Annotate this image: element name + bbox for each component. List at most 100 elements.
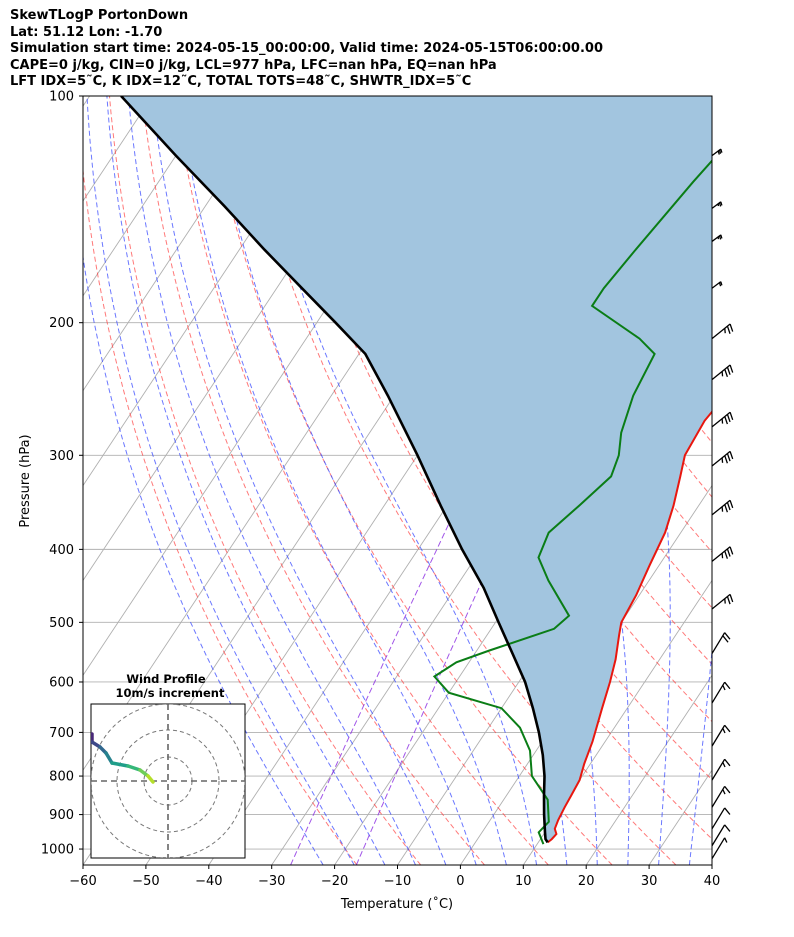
x-tick-label: 30 bbox=[641, 874, 658, 889]
isotherm-line bbox=[522, 579, 712, 865]
moist-adiabat bbox=[83, 253, 324, 865]
dewpoint-line bbox=[432, 159, 712, 845]
wind-barb bbox=[711, 837, 728, 860]
isotherm-line bbox=[83, 96, 279, 392]
indices-line-2: LFT IDX=5˜C, K IDX=12˜C, TOTAL TOTS=48˜C… bbox=[10, 74, 472, 89]
barb-flag bbox=[726, 548, 731, 557]
barb-flag bbox=[722, 684, 726, 691]
barb-flag bbox=[729, 451, 734, 460]
x-tick-label: −20 bbox=[321, 874, 348, 889]
barb-flag bbox=[722, 789, 726, 795]
barb-flag bbox=[724, 416, 728, 425]
y-tick-label: 800 bbox=[49, 770, 74, 785]
hodograph-segment bbox=[126, 764, 142, 772]
moist-adiabat bbox=[720, 96, 794, 865]
time-line: Simulation start time: 2024-05-15_00:00:… bbox=[10, 41, 603, 56]
barb-flag bbox=[722, 728, 726, 734]
y-axis-label: Pressure (hPa) bbox=[18, 434, 33, 527]
cape-shading bbox=[121, 96, 712, 843]
barb-flag bbox=[729, 500, 734, 509]
dry-adiabat bbox=[239, 96, 677, 865]
barb-flag bbox=[726, 414, 731, 423]
barb-shaft bbox=[711, 824, 726, 847]
moist-adiabat bbox=[210, 96, 507, 865]
x-tick-label: 0 bbox=[456, 874, 464, 889]
hodograph-segment bbox=[110, 761, 130, 768]
barb-flag bbox=[726, 502, 731, 511]
dry-adiabat bbox=[83, 165, 358, 865]
x-tick-label: 10 bbox=[515, 874, 532, 889]
wind-barb bbox=[711, 824, 731, 847]
wind-barb bbox=[711, 593, 734, 610]
wind-barb bbox=[711, 281, 723, 289]
wind-barb bbox=[711, 546, 734, 562]
wind-barb bbox=[711, 234, 723, 242]
chart-header: SkewTLogP PortonDown Lat: 51.12 Lon: -1.… bbox=[10, 8, 603, 91]
x-tick-label: 40 bbox=[704, 874, 721, 889]
wind-barbs bbox=[711, 148, 734, 860]
moist-adiabat bbox=[106, 96, 386, 865]
barb-flag bbox=[724, 758, 731, 767]
barb-flag bbox=[724, 504, 728, 513]
profile-series bbox=[120, 96, 712, 845]
barb-flag bbox=[720, 234, 723, 239]
mixing-ratio-line bbox=[290, 455, 482, 865]
barb-flag bbox=[718, 202, 722, 207]
barb-flag bbox=[720, 148, 723, 153]
barb-flag bbox=[729, 411, 734, 420]
y-tick-label: 500 bbox=[49, 616, 74, 631]
barb-flag bbox=[720, 281, 723, 286]
hodograph-title: Wind Profile bbox=[126, 672, 206, 686]
mixing-ratio-line bbox=[355, 455, 540, 865]
hodograph-segment bbox=[146, 774, 155, 784]
isotherm-line bbox=[711, 864, 712, 865]
x-tick-label: −30 bbox=[258, 874, 285, 889]
y-tick-label: 700 bbox=[49, 726, 74, 741]
barb-flag bbox=[717, 150, 720, 155]
wind-barb bbox=[711, 632, 731, 654]
barb-flag bbox=[726, 453, 731, 462]
barb-flag bbox=[724, 724, 731, 733]
hodograph-inset: Wind Profile 10m/s increment bbox=[90, 672, 246, 859]
barb-flag bbox=[724, 824, 731, 832]
barb-flag bbox=[729, 323, 734, 332]
wind-barb bbox=[711, 323, 734, 340]
chart-title: SkewTLogP PortonDown bbox=[10, 8, 189, 23]
y-tick-label: 300 bbox=[49, 449, 74, 464]
y-tick-label: 900 bbox=[49, 808, 74, 823]
moist-adiabat bbox=[151, 96, 447, 865]
isotherm-line bbox=[83, 96, 91, 107]
barb-flag bbox=[720, 201, 723, 206]
wind-barb bbox=[711, 785, 731, 808]
dry-adiabat bbox=[141, 96, 485, 865]
x-tick-label: 20 bbox=[578, 874, 595, 889]
hodograph-subtitle: 10m/s increment bbox=[116, 686, 225, 700]
wind-barb bbox=[711, 807, 731, 830]
barb-flag bbox=[718, 235, 722, 240]
barb-flag bbox=[724, 550, 728, 559]
barb-flag bbox=[726, 596, 731, 605]
barb-flag bbox=[729, 594, 734, 603]
barb-flag bbox=[726, 325, 731, 334]
barb-flag bbox=[726, 366, 731, 375]
mixing-ratio-lines bbox=[290, 455, 540, 865]
moist-adiabat bbox=[178, 96, 477, 865]
location-line: Lat: 51.12 Lon: -1.70 bbox=[10, 24, 163, 40]
cin-shaded-area bbox=[121, 96, 712, 843]
barb-flag bbox=[724, 837, 728, 843]
barb-flag bbox=[729, 546, 734, 555]
y-tick-label: 400 bbox=[49, 543, 74, 558]
barb-flag bbox=[722, 762, 726, 768]
wind-barb bbox=[711, 681, 731, 704]
barb-flag bbox=[724, 807, 731, 815]
barb-shaft bbox=[711, 837, 726, 860]
parcel-path-line bbox=[120, 96, 549, 844]
hodograph-plot bbox=[91, 704, 245, 858]
barb-shaft bbox=[711, 807, 726, 830]
wind-barb bbox=[711, 364, 734, 381]
barb-flag bbox=[729, 364, 734, 373]
x-tick-label: −40 bbox=[195, 874, 222, 889]
wind-barb bbox=[711, 724, 731, 747]
moist-adiabat bbox=[247, 96, 538, 865]
